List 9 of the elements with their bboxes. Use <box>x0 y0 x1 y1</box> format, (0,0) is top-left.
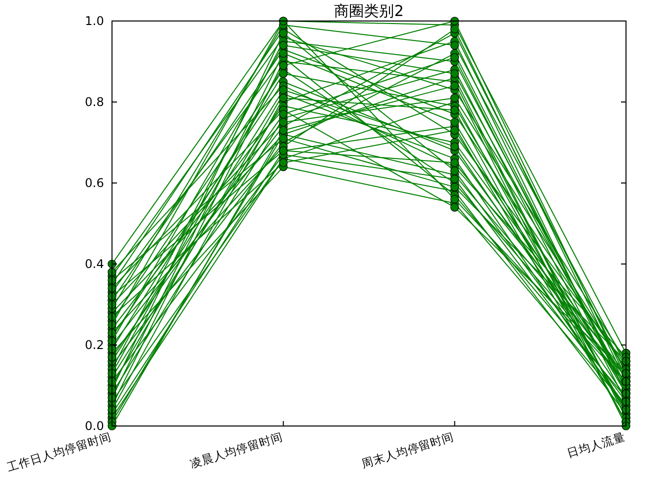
y-tick-label: 0.4 <box>84 257 104 271</box>
y-tick-label: 0.2 <box>84 338 104 352</box>
x-tick-label: 日均人流量 <box>565 429 627 460</box>
y-tick-label: 0.6 <box>84 176 104 190</box>
x-tick-label: 凌晨人均停留时间 <box>188 429 284 471</box>
x-tick-label: 周末人均停留时间 <box>360 429 456 471</box>
y-tick-label: 1.0 <box>84 14 104 28</box>
y-tick-label: 0.8 <box>84 95 104 109</box>
chart-title: 商圈类别2 <box>334 2 404 20</box>
